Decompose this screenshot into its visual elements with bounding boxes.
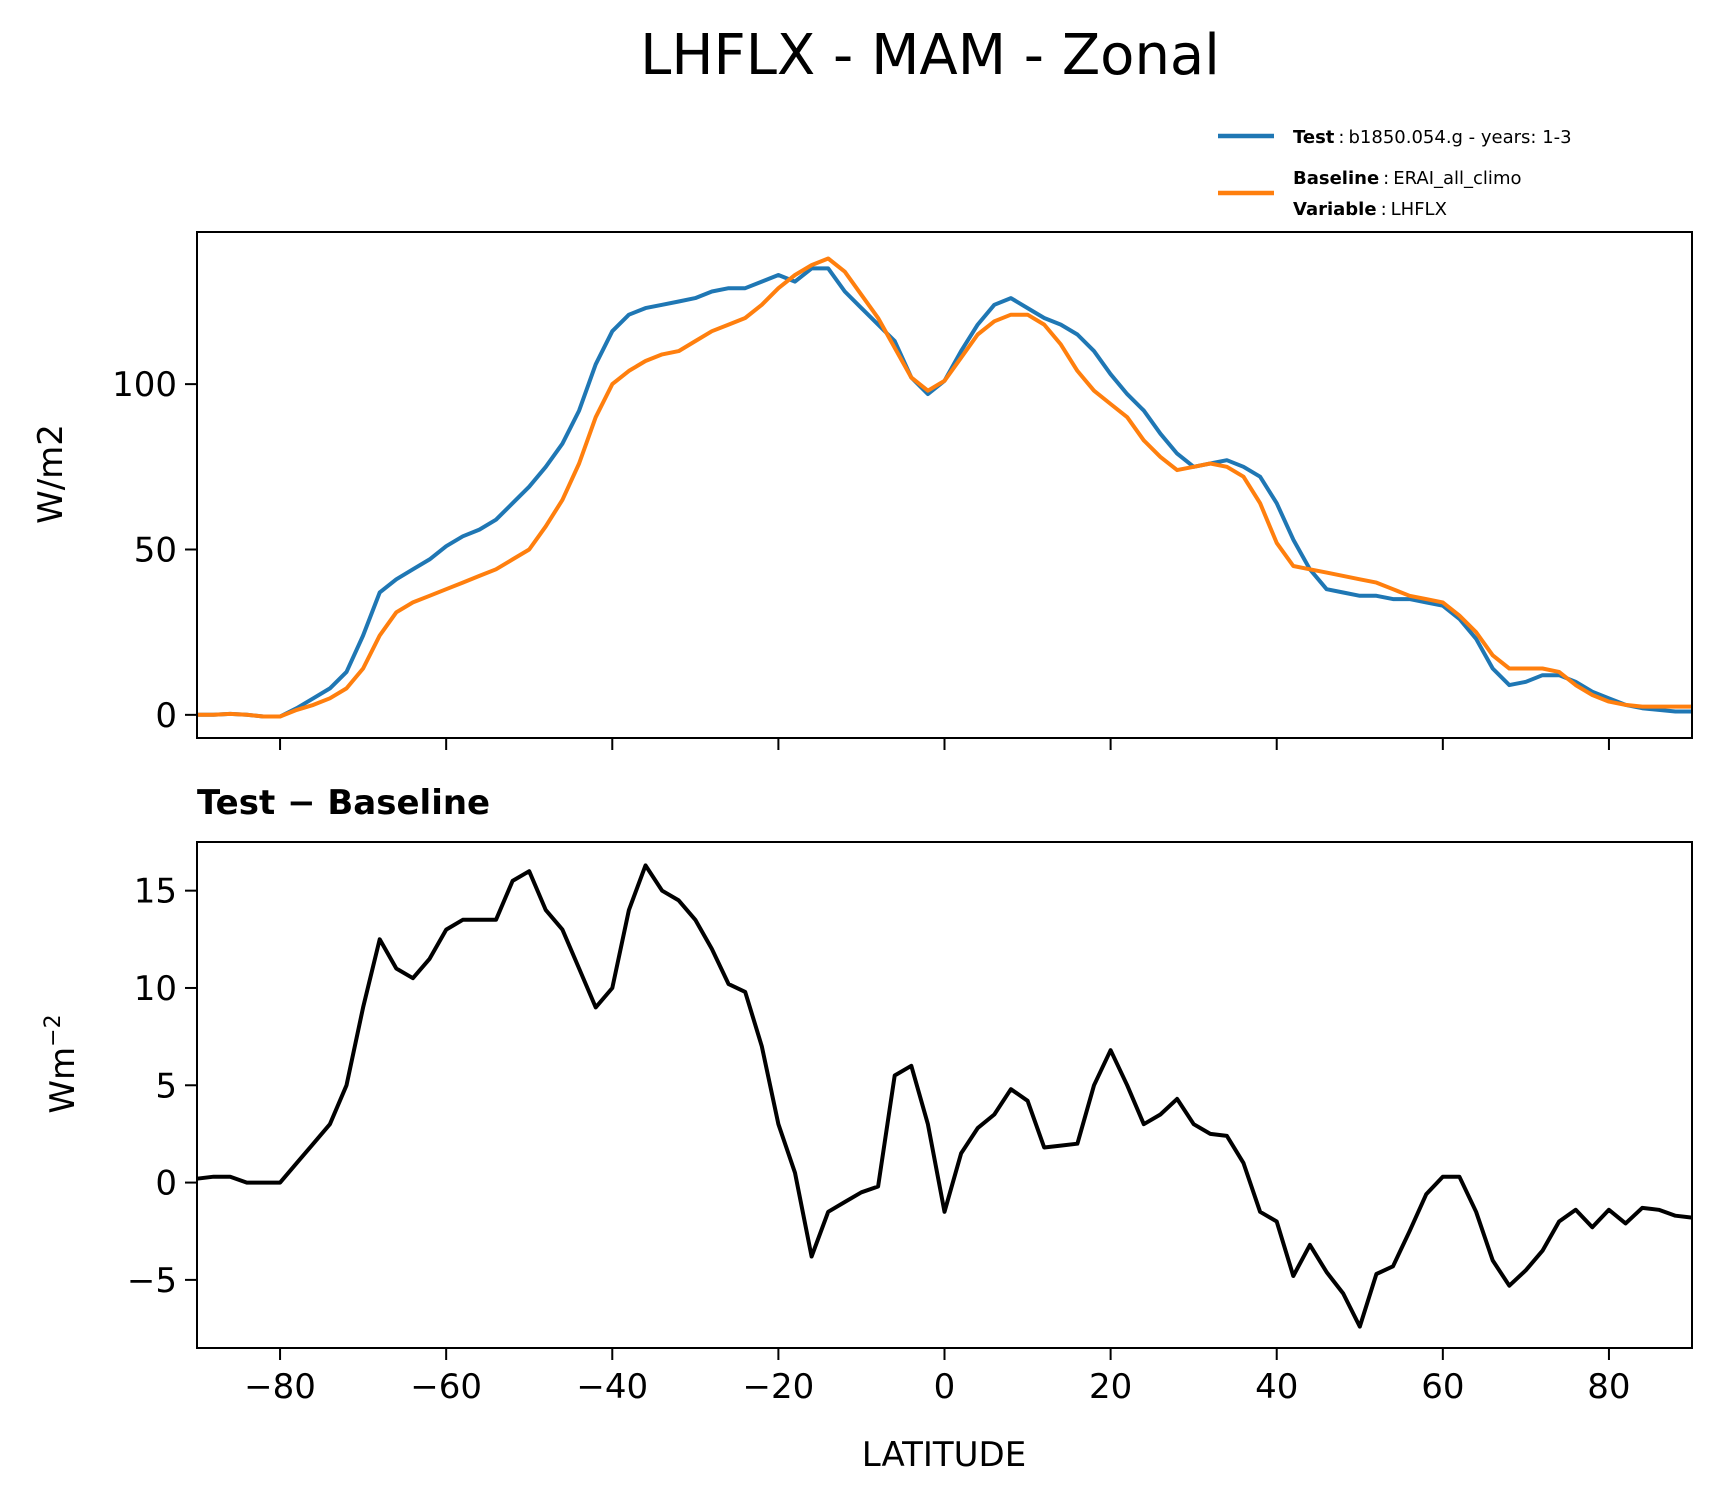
top-x-ticks bbox=[279, 738, 1610, 750]
legend-variable-entry: Variable: LHFLX bbox=[1293, 199, 1447, 220]
bottom-x-ticks: −80 −60 −40 −20 0 20 40 60 80 bbox=[244, 1348, 1631, 1407]
top-series-test-line bbox=[197, 266, 1692, 719]
bottom-plot-frame bbox=[196, 841, 1693, 1349]
bottom-y-tick-label: −5 bbox=[127, 1261, 177, 1301]
top-y-tick-label: 0 bbox=[155, 696, 177, 736]
bottom-x-tick-label: 40 bbox=[1255, 1367, 1298, 1407]
legend-test-separator: : bbox=[1338, 127, 1344, 148]
top-lines bbox=[197, 256, 1692, 719]
top-series-baseline-line bbox=[197, 256, 1692, 719]
bottom-y-axis-label-base: Wm bbox=[43, 1047, 83, 1114]
bottom-x-tick-label: 60 bbox=[1421, 1367, 1464, 1407]
bottom-x-tick-label: −20 bbox=[743, 1367, 815, 1407]
top-y-tick-label: 100 bbox=[112, 365, 177, 405]
bottom-panel-title: Test − Baseline bbox=[197, 783, 490, 823]
bottom-x-tick-label: 20 bbox=[1089, 1367, 1132, 1407]
bottom-y-tick-label: 10 bbox=[134, 969, 177, 1009]
top-y-tick-label: 50 bbox=[134, 530, 177, 570]
bottom-y-tick-label: 15 bbox=[134, 872, 177, 912]
legend-baseline-separator: : bbox=[1383, 168, 1389, 189]
bottom-y-ticks: −5 0 5 10 15 bbox=[127, 872, 197, 1301]
bottom-y-axis-label: Wm−2 bbox=[41, 1014, 83, 1113]
figure-title: LHFLX - MAM - Zonal bbox=[640, 23, 1220, 88]
bottom-y-tick-label: 0 bbox=[155, 1164, 177, 1204]
legend-baseline-text: ERAI_all_climo bbox=[1393, 168, 1521, 189]
legend-test-text: b1850.054.g - years: 1-3 bbox=[1349, 127, 1572, 148]
bottom-x-tick-label: −60 bbox=[410, 1367, 482, 1407]
legend-test-entry: Test: b1850.054.g - years: 1-3 bbox=[1293, 127, 1572, 148]
top-y-axis-label: W/m2 bbox=[31, 424, 71, 524]
legend-baseline-label: Baseline bbox=[1293, 168, 1379, 189]
bottom-x-tick-label: 0 bbox=[934, 1367, 956, 1407]
top-y-ticks: 0 50 100 bbox=[112, 365, 197, 736]
bottom-x-axis-label: LATITUDE bbox=[862, 1435, 1026, 1475]
bottom-x-tick-label: −40 bbox=[576, 1367, 648, 1407]
legend-variable-label: Variable bbox=[1293, 199, 1377, 220]
legend: Test: b1850.054.g - years: 1-3 Baseline: E… bbox=[1218, 127, 1572, 220]
bottom-x-tick-label: −80 bbox=[244, 1367, 316, 1407]
legend-baseline-entry: Baseline: ERAI_all_climo bbox=[1293, 168, 1521, 189]
legend-variable-separator: : bbox=[1381, 199, 1387, 220]
legend-test-label: Test bbox=[1293, 127, 1335, 148]
top-plot-frame bbox=[196, 231, 1693, 739]
bottom-y-axis-label-exp: −2 bbox=[41, 1014, 66, 1046]
top-panel: W/m2 0 50 100 bbox=[31, 231, 1693, 750]
bottom-lines bbox=[196, 863, 1693, 1329]
bottom-x-tick-label: 80 bbox=[1587, 1367, 1630, 1407]
bottom-y-tick-label: 5 bbox=[155, 1066, 177, 1106]
bottom-series-diff-line bbox=[196, 863, 1693, 1329]
bottom-panel: Test − Baseline Wm−2 LATITUDE −5 0 5 10 15 −… bbox=[41, 783, 1693, 1475]
legend-variable-text: LHFLX bbox=[1391, 199, 1447, 220]
